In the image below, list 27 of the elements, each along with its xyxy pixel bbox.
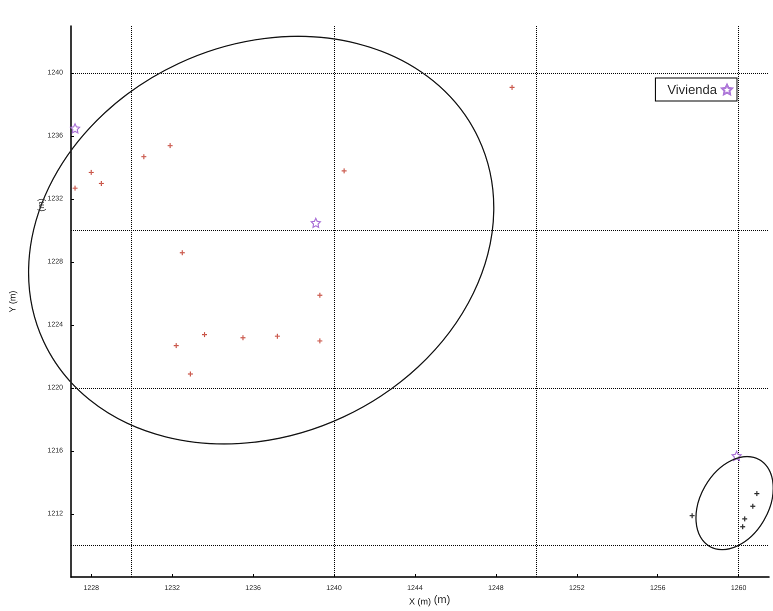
point [740, 524, 746, 530]
point [187, 370, 194, 378]
x-axis-title: X (m) [409, 596, 431, 606]
point [173, 342, 180, 349]
point [240, 334, 246, 341]
point [341, 168, 348, 174]
point [167, 142, 174, 149]
text: (m) [434, 594, 450, 606]
text: (m) [36, 198, 46, 212]
point [201, 332, 208, 338]
y-axis-title: Y (m) [8, 290, 18, 312]
point [274, 333, 280, 340]
point [742, 516, 748, 522]
point [88, 169, 94, 176]
point [72, 185, 78, 192]
point [140, 154, 147, 160]
point [310, 218, 321, 228]
legend-label: Vivienda [667, 82, 718, 97]
point [508, 84, 516, 91]
point [179, 250, 186, 256]
point [70, 123, 80, 134]
point [316, 292, 323, 298]
point [689, 512, 696, 519]
point [98, 180, 104, 187]
point [316, 338, 323, 344]
point [750, 503, 756, 510]
point [754, 490, 760, 497]
